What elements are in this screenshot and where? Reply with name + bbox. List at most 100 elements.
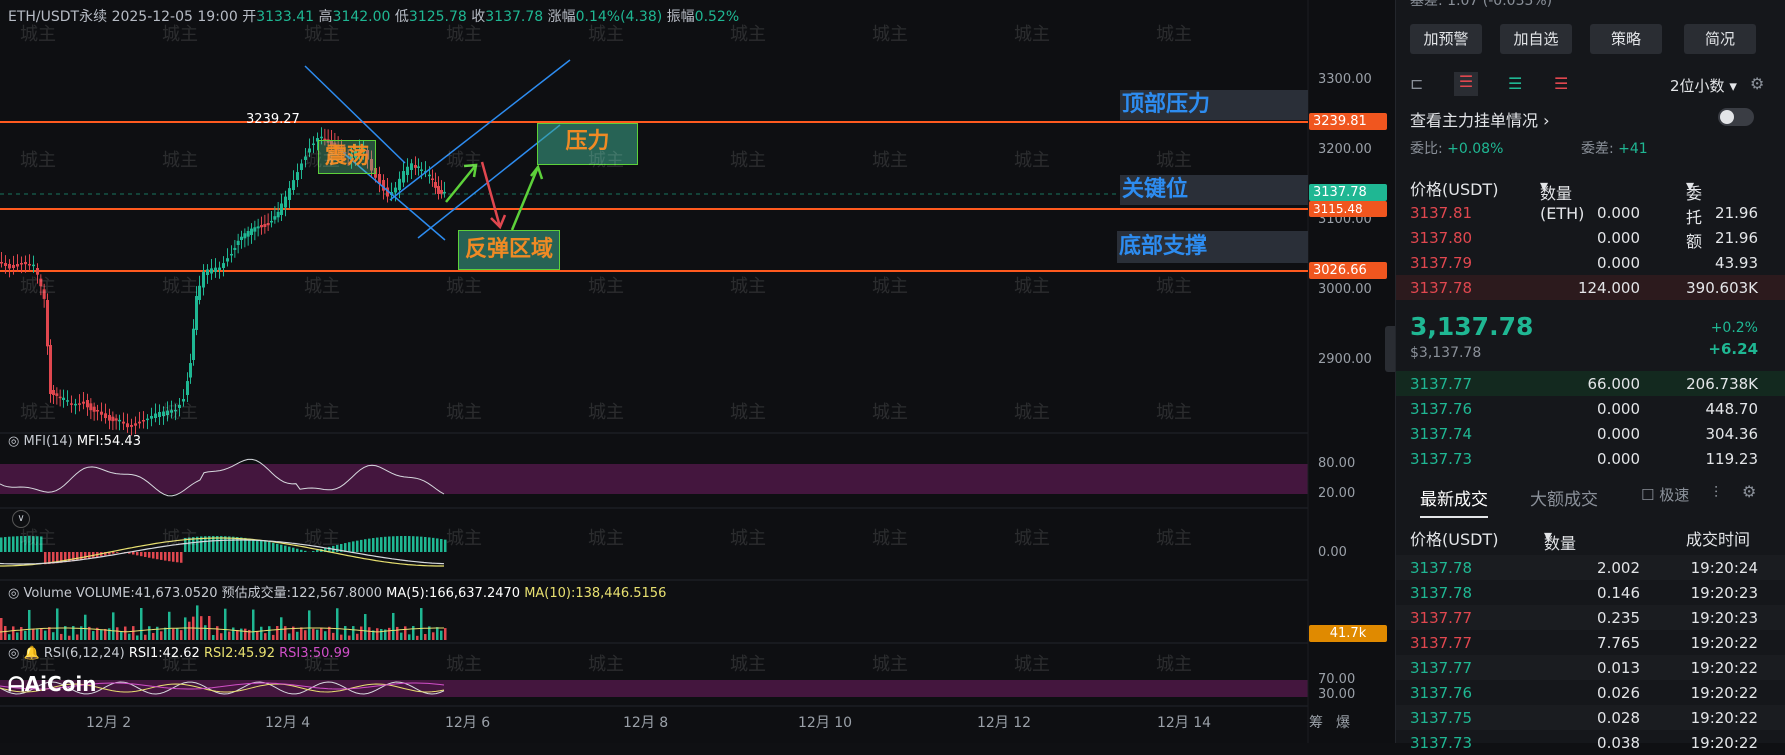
trade-col-qty[interactable]: 数量(ETH) ▾ — [1544, 526, 1552, 545]
x-axis-4: 12月 8 — [623, 712, 668, 732]
x-axis-right-2[interactable]: 爆 — [1336, 712, 1350, 732]
volume-bar — [244, 629, 247, 640]
candle — [420, 169, 423, 171]
volume-bar — [212, 635, 215, 640]
row-qty: 7.765 — [1597, 634, 1640, 652]
candle — [214, 268, 217, 272]
row-qty: 0.000 — [1597, 229, 1640, 247]
macd-bar — [424, 537, 427, 552]
depth-bids-icon[interactable]: ☰ — [1508, 74, 1522, 93]
settings-icon[interactable]: ⚙ — [1750, 74, 1764, 93]
row-amount: 19:20:22 — [1691, 709, 1758, 727]
candle — [52, 390, 55, 395]
label-key-level[interactable]: 关键位 — [1120, 175, 1308, 205]
volume-bar — [36, 629, 39, 640]
candle — [230, 254, 233, 256]
change-value: 0.14%(4.38) — [576, 9, 663, 25]
label-top-pressure[interactable]: 顶部压力 — [1120, 90, 1308, 120]
candle — [39, 279, 42, 287]
price-axis-4: 3000.00 — [1318, 282, 1372, 297]
strategy-button[interactable]: 策略 — [1590, 24, 1662, 54]
depth-mixed-icon[interactable]: ☰ — [1454, 72, 1478, 96]
panel-collapse-handle[interactable] — [1385, 326, 1395, 372]
volume-bar — [388, 628, 391, 640]
macd-bar — [236, 537, 239, 552]
filter-icon[interactable]: ⫶ — [1714, 483, 1718, 503]
volume-bar — [356, 634, 359, 640]
overview-button[interactable]: 简况 — [1684, 24, 1756, 54]
symbol[interactable]: ETH/USDT永续 — [8, 9, 107, 25]
macd-bar — [260, 540, 263, 552]
candle — [284, 197, 287, 208]
main-orders-link[interactable]: 查看主力挂单情况 › — [1410, 107, 1550, 131]
logo-icon: ᗩ — [8, 672, 25, 696]
tab-latest-trades[interactable]: 最新成交 — [1420, 485, 1488, 518]
row-amount: 19:20:23 — [1691, 609, 1758, 627]
row-price: 3137.73 — [1410, 450, 1472, 468]
label-rebound-zone[interactable]: 反弹区域 — [458, 230, 560, 270]
row-amount: 21.96 — [1715, 229, 1758, 247]
label-oscillation[interactable]: 震荡 — [318, 140, 376, 174]
row-price: 3137.78 — [1410, 559, 1472, 577]
depth-both-icon[interactable]: ⊏ — [1410, 74, 1423, 93]
candle — [16, 264, 19, 267]
col-qty[interactable]: 数量 (ETH) ▾ — [1540, 176, 1548, 195]
main-orders-toggle[interactable] — [1718, 108, 1754, 126]
candle — [96, 410, 99, 412]
decimals-select[interactable]: 2位小数 ▾ — [1670, 75, 1737, 96]
candle — [437, 186, 440, 194]
fast-mode-checkbox[interactable]: ☐ 极速 — [1641, 484, 1689, 505]
settings-icon[interactable]: ⚙ — [1742, 482, 1756, 501]
chevron-down-icon[interactable]: ∨ — [12, 510, 30, 528]
volume-bar — [232, 627, 235, 640]
label-pressure[interactable]: 压力 — [537, 123, 638, 165]
macd-bar — [440, 539, 443, 552]
candle — [108, 415, 111, 421]
eye-icon[interactable]: ◎ — [8, 434, 19, 449]
tab-large-trades[interactable]: 大额成交 — [1530, 485, 1598, 510]
rsi-title: RSI(6,12,24) — [44, 646, 125, 661]
volume-bar — [20, 627, 23, 640]
aicoin-logo: ᗩAiCoin — [8, 672, 96, 696]
volume-value: VOLUME:41,673.0520 — [76, 586, 218, 601]
ratio-label: 委比: — [1410, 141, 1443, 157]
label-bottom-support[interactable]: 底部支撑 — [1117, 231, 1308, 263]
eye-icon[interactable]: ◎ — [8, 586, 19, 601]
volume-bar — [344, 626, 347, 640]
add-watchlist-button[interactable]: 加自选 — [1500, 24, 1572, 54]
depth-asks-icon[interactable]: ☰ — [1554, 74, 1568, 93]
col-amount[interactable]: 委托额 ▾ — [1686, 176, 1694, 195]
volume-bar — [128, 634, 131, 640]
volume-bar — [172, 629, 175, 640]
macd-bar — [12, 536, 15, 552]
x-axis-right-1[interactable]: 筹 — [1309, 712, 1323, 732]
macd-bar — [384, 537, 387, 552]
eye-icon[interactable]: ◎ — [8, 646, 19, 661]
volume-bar — [124, 627, 127, 640]
macd-bar — [140, 552, 143, 556]
candle — [195, 296, 198, 330]
macd-bar — [360, 540, 363, 552]
volume-bar — [164, 628, 167, 640]
macd-bar — [300, 550, 303, 552]
volume-bar — [12, 626, 15, 640]
macd-bar — [160, 552, 163, 560]
chart-area[interactable]: ETH/USDT永续 2025-12-05 19:00 开3133.41 高31… — [0, 0, 1395, 743]
add-alert-button[interactable]: 加预警 — [1410, 24, 1482, 54]
bell-icon[interactable]: 🔔 — [23, 646, 39, 661]
